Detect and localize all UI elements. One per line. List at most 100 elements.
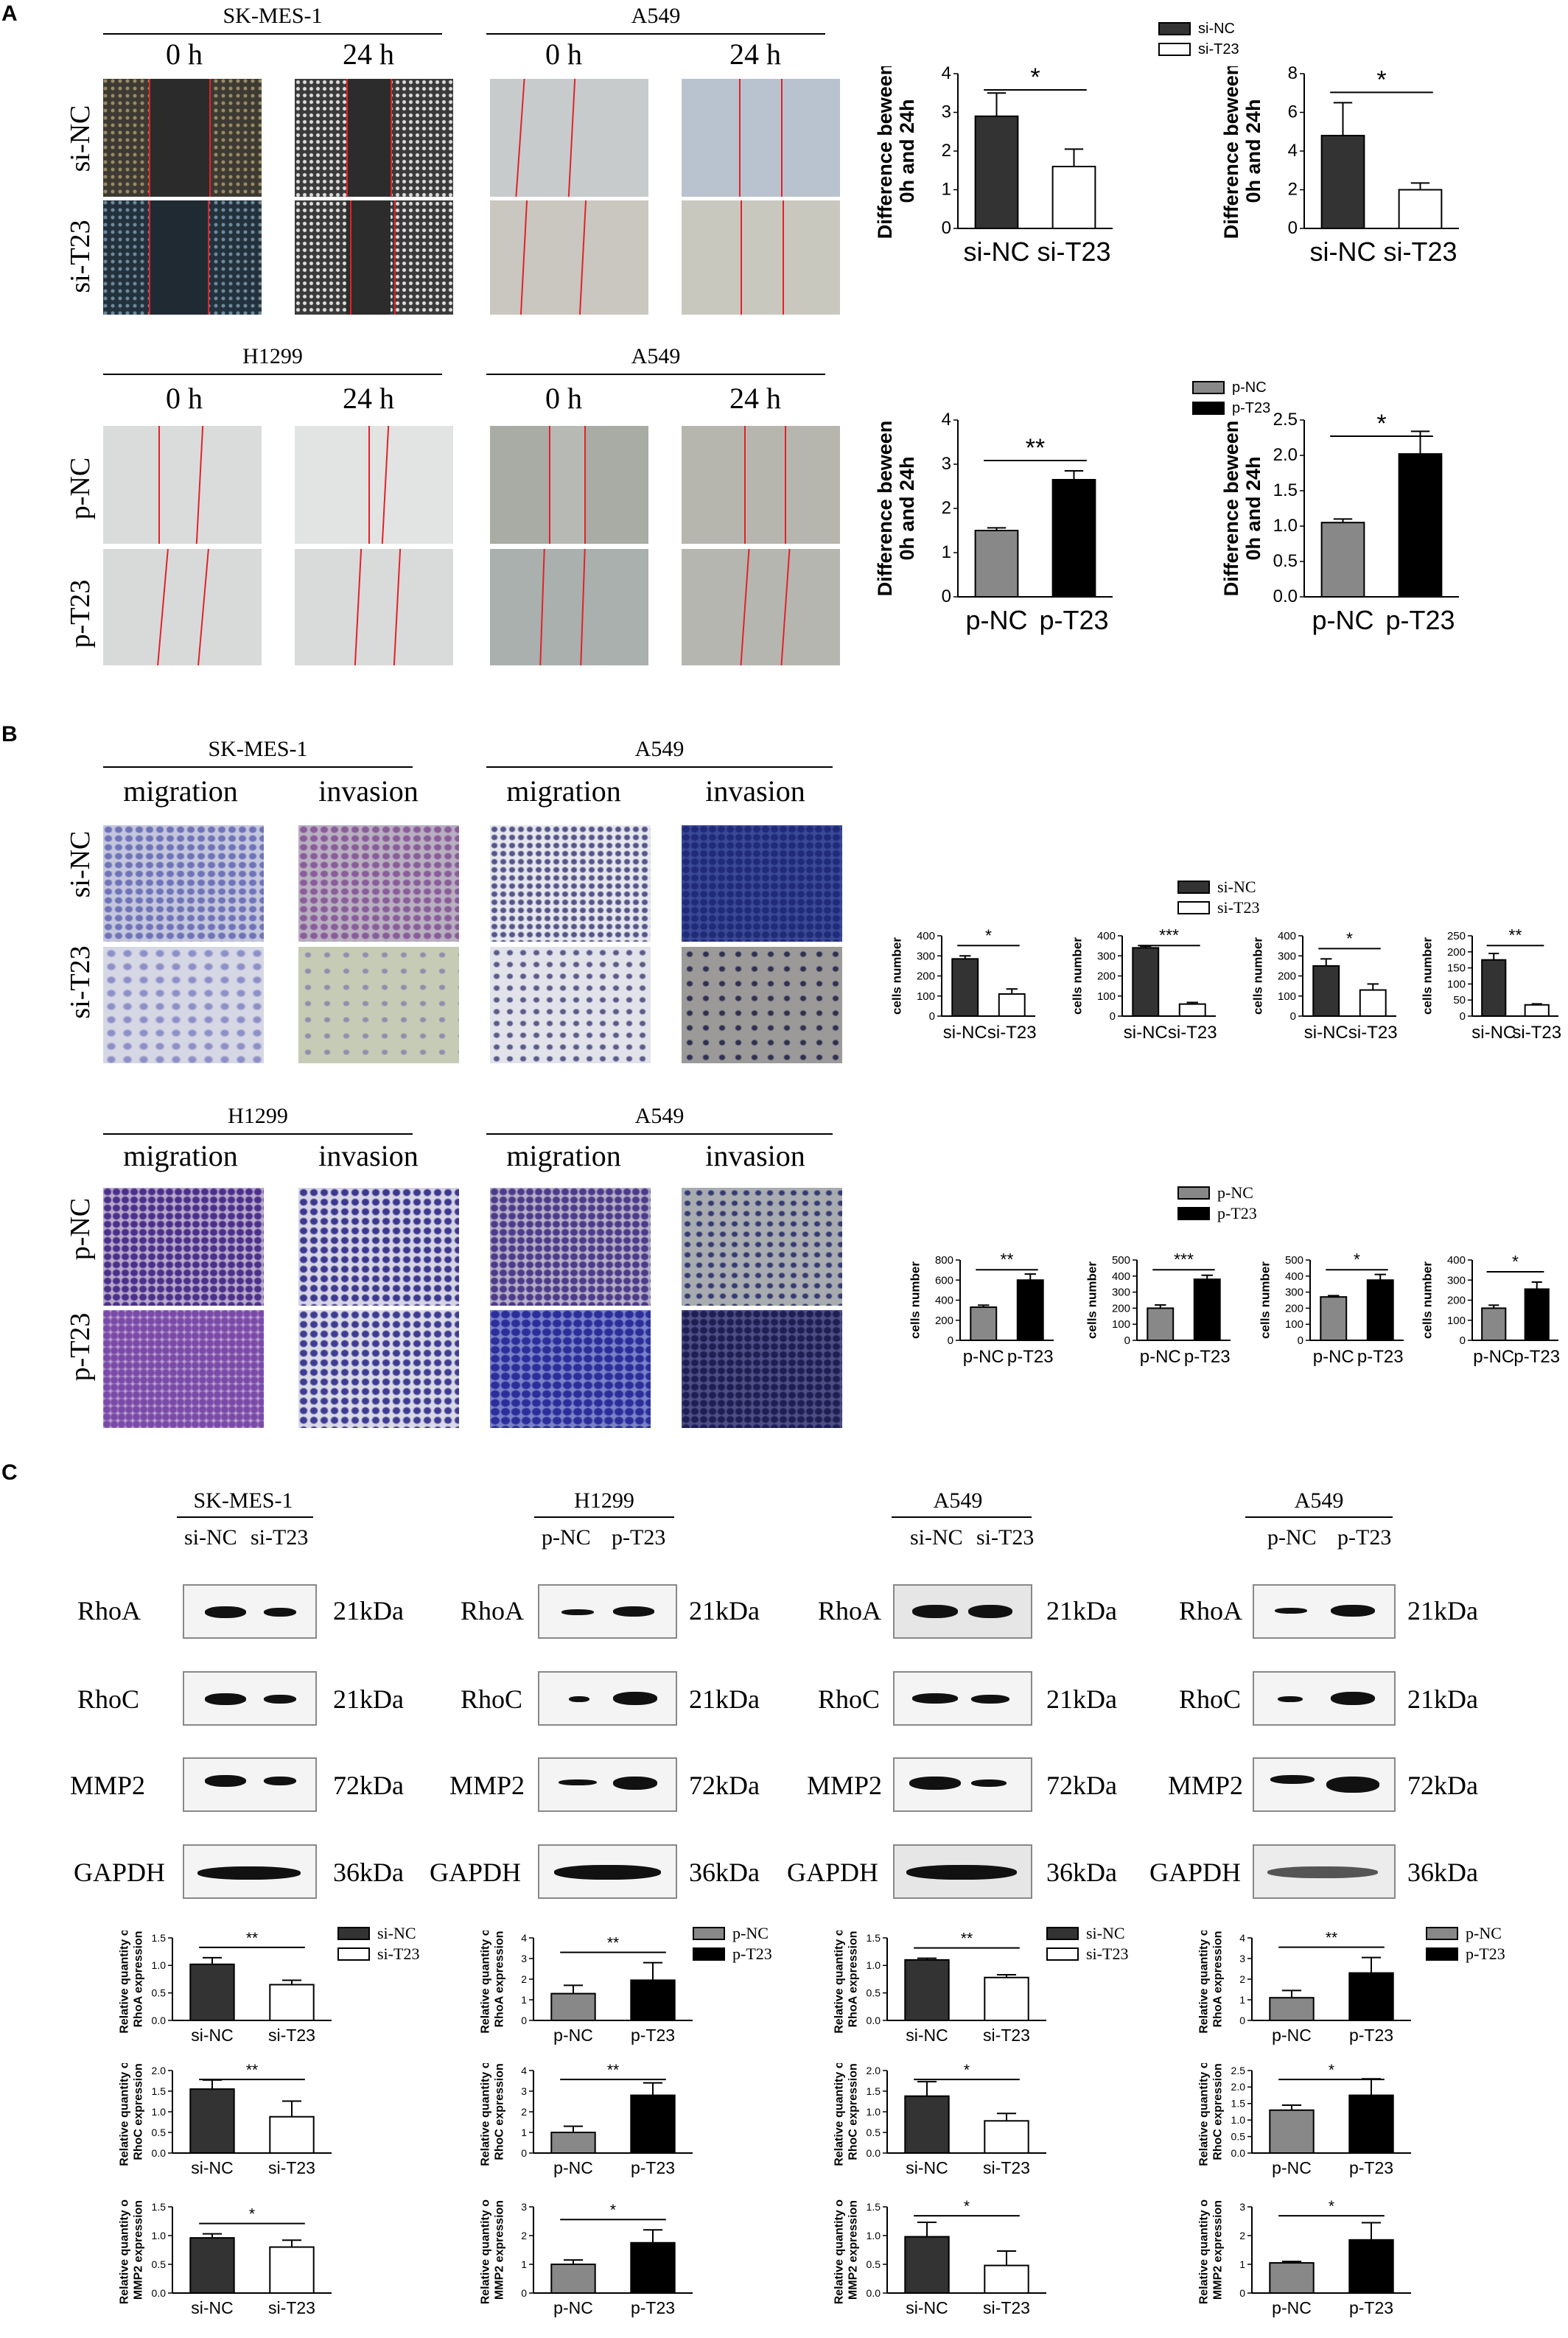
protein-label: RhoC bbox=[1179, 1684, 1242, 1714]
kda-label: 72kDa bbox=[333, 1771, 404, 1800]
kda-label: 21kDa bbox=[689, 1596, 760, 1625]
x-tick-label: si-NC bbox=[964, 237, 1030, 267]
x-tick-label: p-T23 bbox=[1184, 1347, 1231, 1367]
y-tick-label: 1.5 bbox=[152, 1932, 167, 1944]
bar bbox=[1398, 189, 1443, 229]
x-tick-label: p-NC bbox=[963, 1347, 1004, 1367]
y-tick-label: 0 bbox=[1288, 218, 1298, 238]
legend: si-NC si-T23 bbox=[1177, 877, 1259, 918]
legend-label: si-NC bbox=[377, 1924, 416, 1942]
row-label: p-NC bbox=[65, 1197, 96, 1261]
protein-label: GAPDH bbox=[74, 1858, 166, 1887]
protein-label: GAPDH bbox=[430, 1858, 522, 1887]
time-label: 0 h bbox=[545, 38, 582, 71]
bar bbox=[1320, 135, 1365, 229]
y-tick-label: 800 bbox=[935, 1254, 953, 1267]
cell-header: H1299 bbox=[228, 1104, 288, 1128]
x-tick-label: si-T23 bbox=[1348, 1023, 1398, 1043]
y-tick-label: 2.5 bbox=[1273, 413, 1298, 430]
y-tick-label: 200 bbox=[1278, 970, 1296, 983]
wound-image bbox=[490, 79, 648, 197]
y-tick-label: 0 bbox=[1239, 2015, 1245, 2026]
y-tick-label: 0.5 bbox=[1231, 2130, 1246, 2142]
x-tick-label: p-NC bbox=[1140, 1347, 1181, 1367]
bar-chart-a2: 0 2 4 6 8 Difference beween0h and 24h si-NC si-… bbox=[1223, 66, 1459, 267]
divider bbox=[486, 1133, 833, 1135]
bar-chart-b1: 0 100 200 300 400 cells number si-NC si-T23 * bbox=[889, 928, 1036, 1043]
bar bbox=[1524, 1004, 1550, 1017]
legend-swatch bbox=[693, 1947, 725, 1961]
wound-image bbox=[682, 426, 840, 544]
kda-label: 72kDa bbox=[1046, 1771, 1117, 1800]
x-tick-label: p-NC bbox=[965, 605, 1027, 635]
y-tick-label: 4 bbox=[942, 66, 951, 83]
divider bbox=[103, 33, 442, 35]
x-tick-label: p-NC bbox=[553, 2298, 593, 2317]
kda-label: 36kDa bbox=[1407, 1858, 1478, 1887]
x-tick-label: si-NC bbox=[1124, 1023, 1168, 1043]
time-label: 24 h bbox=[729, 38, 781, 71]
bar bbox=[1269, 2109, 1315, 2154]
y-tick-label: 100 bbox=[1097, 990, 1116, 1003]
y-axis-label: Difference beween0h and 24h bbox=[1223, 421, 1264, 597]
divider bbox=[892, 1516, 1032, 1518]
bar bbox=[630, 1979, 676, 2021]
y-tick-label: 0 bbox=[1460, 1334, 1466, 1347]
protein-label: MMP2 bbox=[449, 1771, 525, 1800]
y-tick-label: 0 bbox=[1290, 1010, 1296, 1023]
y-axis-label: cells number bbox=[1070, 937, 1084, 1015]
y-tick-label: 3 bbox=[942, 102, 951, 122]
protein-label: GAPDH bbox=[1149, 1858, 1242, 1887]
x-tick-label: si-T23 bbox=[983, 2158, 1030, 2177]
legend-swatch bbox=[337, 1947, 370, 1961]
row-label: p-T23 bbox=[65, 1312, 96, 1382]
y-tick-label: 1 bbox=[521, 2127, 527, 2138]
y-tick-label: 1.0 bbox=[1273, 516, 1298, 536]
legend-swatch bbox=[1426, 1947, 1458, 1961]
kda-label: 36kDa bbox=[1046, 1858, 1117, 1887]
significance-label: ** bbox=[246, 1931, 258, 1947]
protein-label: RhoA bbox=[818, 1596, 882, 1625]
y-tick-label: 4 bbox=[521, 1932, 527, 1944]
legend-swatch bbox=[1158, 22, 1191, 35]
divider bbox=[1245, 1516, 1393, 1518]
legend: si-NC si-T23 bbox=[337, 1923, 419, 1964]
row-label: p-NC bbox=[65, 457, 96, 520]
bar-chart-b7: 0 100 200 300 400 500 cells number p-NC p-T23 * bbox=[1258, 1253, 1404, 1367]
y-tick-label: 1.0 bbox=[152, 1959, 167, 1971]
y-tick-label: 0.5 bbox=[1273, 551, 1298, 571]
bar bbox=[1481, 1307, 1507, 1341]
x-tick-label: si-T23 bbox=[1512, 1023, 1561, 1043]
significance-label: * bbox=[1376, 66, 1386, 94]
western-blot-band bbox=[893, 1844, 1032, 1899]
y-tick-label: 500 bbox=[1112, 1254, 1130, 1267]
western-blot-band bbox=[183, 1671, 317, 1726]
legend-label: si-T23 bbox=[1198, 41, 1239, 57]
y-tick-label: 1.5 bbox=[867, 1932, 881, 1944]
y-tick-label: 500 bbox=[1285, 1254, 1303, 1267]
bar-chart-b8: 0 100 200 300 400 cells number p-NC p-T23 * bbox=[1420, 1253, 1560, 1367]
time-label: 24 h bbox=[729, 382, 781, 415]
y-axis-label: Relative quantity of RhoC expression bbox=[1198, 2063, 1225, 2166]
bar bbox=[1481, 959, 1507, 1018]
y-tick-label: 1.5 bbox=[1273, 480, 1298, 500]
legend-label: p-T23 bbox=[1217, 1204, 1257, 1222]
y-tick-label: 0 bbox=[1239, 2287, 1245, 2299]
bar-chart-a3: 0 1 2 3 4 Difference beween0h and 24h p-NC p-T2… bbox=[877, 413, 1113, 635]
y-tick-label: 2 bbox=[942, 141, 951, 161]
y-axis-label: Relative quantity of RhoC expression bbox=[480, 2063, 506, 2166]
y-axis-label: Difference beween0h and 24h bbox=[1223, 66, 1264, 239]
y-tick-label: 100 bbox=[1112, 1318, 1130, 1331]
bar-chart-c4: 0 1 2 3 4 Relative quantity of RhoA expression… bbox=[1198, 1931, 1411, 2045]
column-label: invasion bbox=[705, 1139, 805, 1172]
transwell-image bbox=[298, 825, 459, 942]
y-axis-label: Relative quantity of RhoC expression bbox=[119, 2063, 145, 2166]
y-tick-label: 0.0 bbox=[867, 2015, 881, 2026]
divider bbox=[534, 1516, 674, 1518]
x-tick-label: si-T23 bbox=[268, 2158, 315, 2177]
x-tick-label: p-T23 bbox=[1349, 2158, 1393, 2177]
y-tick-label: 4 bbox=[942, 413, 951, 430]
y-tick-label: 0 bbox=[1124, 1334, 1130, 1347]
significance-label: ** bbox=[961, 1931, 973, 1947]
wound-image bbox=[103, 200, 262, 315]
